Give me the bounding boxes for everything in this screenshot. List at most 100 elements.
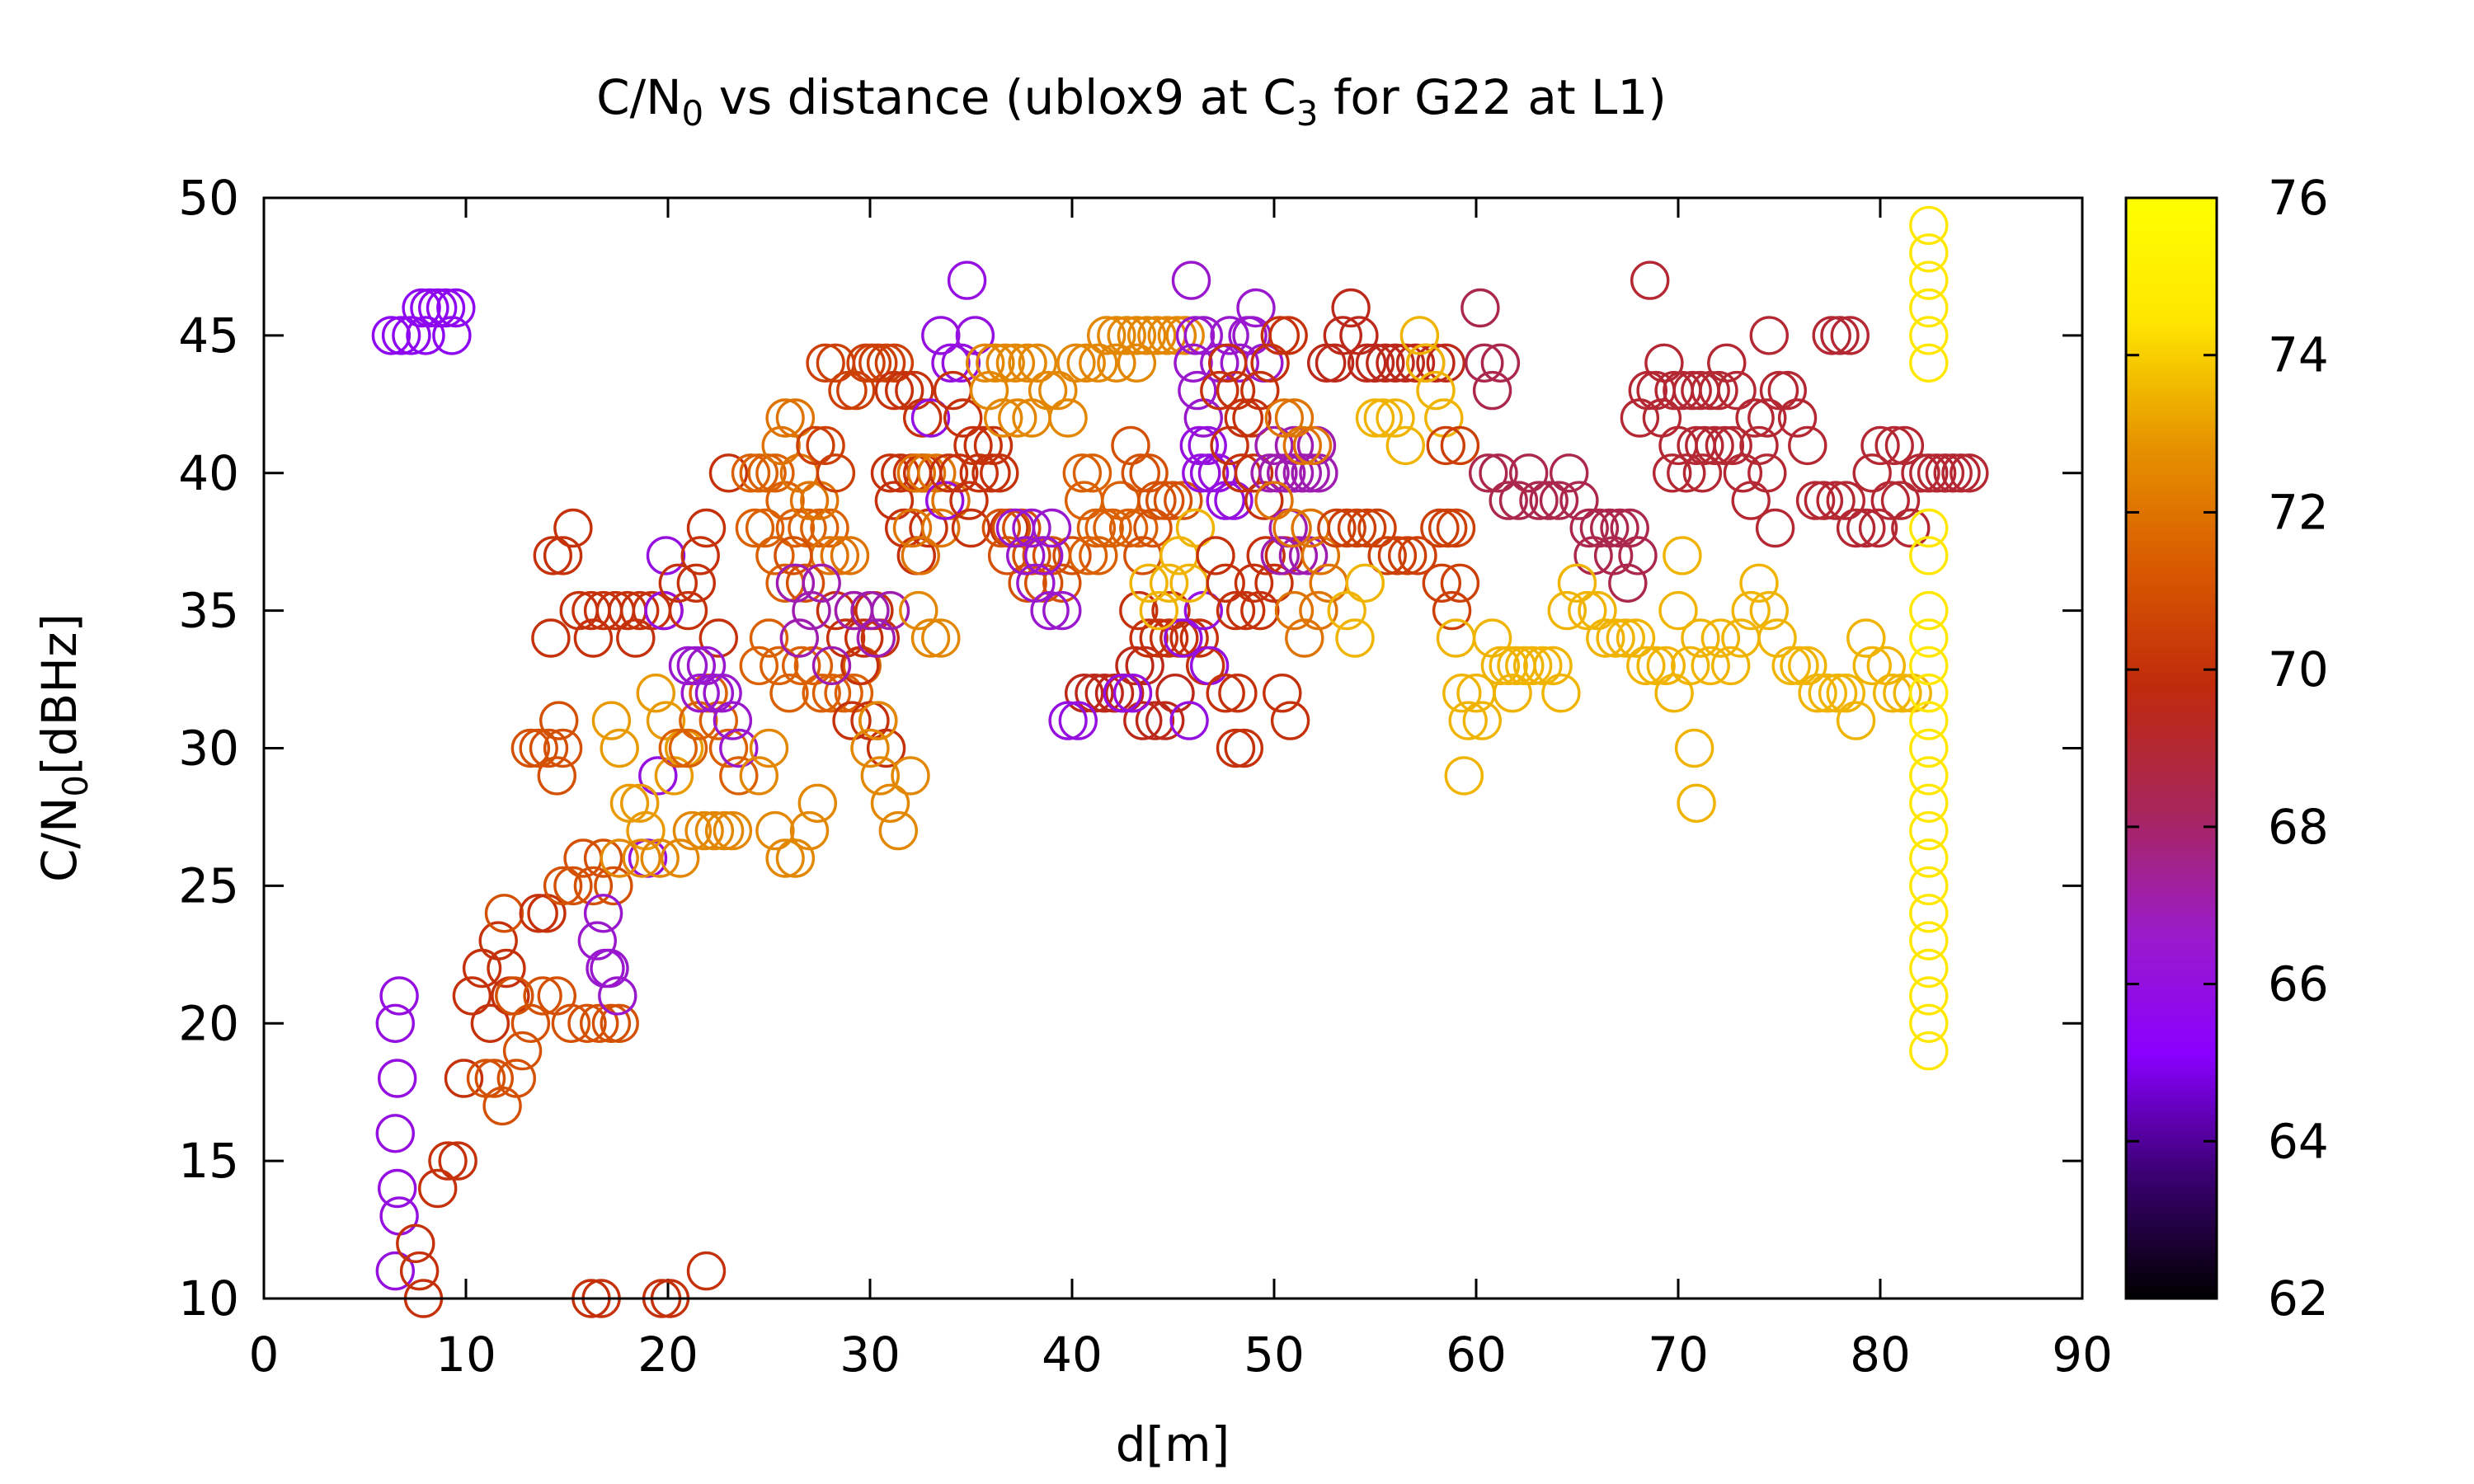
data-point xyxy=(1713,425,1752,466)
data-point xyxy=(510,1003,551,1044)
data-point xyxy=(828,370,868,411)
data-point xyxy=(1139,618,1179,658)
data-point xyxy=(1292,425,1333,466)
data-point xyxy=(616,618,656,658)
data-point xyxy=(428,1141,468,1181)
data-point xyxy=(878,810,919,851)
data-point xyxy=(844,618,884,658)
data-point xyxy=(1852,646,1892,686)
data-point xyxy=(371,316,412,355)
data-point xyxy=(1145,481,1185,520)
data-point xyxy=(1436,508,1476,548)
data-point xyxy=(1216,590,1256,631)
data-point xyxy=(810,508,849,548)
colorbar-tick-label: 72 xyxy=(2268,484,2329,540)
data-point xyxy=(998,398,1037,438)
data-point xyxy=(1398,536,1437,575)
data-point xyxy=(910,618,951,658)
data-point xyxy=(1169,701,1209,740)
data-point xyxy=(519,728,558,768)
data-point xyxy=(1274,425,1315,466)
data-point xyxy=(668,646,708,686)
data-point xyxy=(1909,756,1949,796)
data-point xyxy=(496,1059,536,1098)
colorbar-tick-label: 66 xyxy=(2268,956,2329,1012)
data-point xyxy=(1489,646,1528,686)
data-point xyxy=(1274,590,1315,631)
data-point xyxy=(1171,261,1211,300)
data-point xyxy=(1335,618,1375,658)
data-point xyxy=(739,646,778,686)
data-point xyxy=(775,563,816,603)
data-point xyxy=(680,536,720,575)
data-point xyxy=(1909,233,1949,273)
data-point xyxy=(1498,481,1539,520)
data-point xyxy=(1018,343,1058,383)
data-point xyxy=(402,288,441,328)
x-tick-label: 70 xyxy=(1648,1327,1709,1383)
data-point xyxy=(686,508,727,548)
data-point xyxy=(636,674,675,713)
data-point xyxy=(1139,590,1179,631)
data-point xyxy=(755,810,795,851)
data-point xyxy=(959,453,999,493)
data-point xyxy=(474,1059,514,1098)
data-point xyxy=(1367,536,1407,575)
data-point xyxy=(1117,343,1157,383)
data-point xyxy=(668,590,708,631)
data-point xyxy=(1663,536,1702,575)
data-point xyxy=(874,343,915,383)
data-point xyxy=(1196,536,1235,575)
data-point xyxy=(418,1168,458,1209)
data-point xyxy=(1068,536,1108,575)
data-point xyxy=(1836,508,1876,548)
data-point xyxy=(1145,701,1185,740)
data-point xyxy=(1533,646,1573,686)
data-point xyxy=(1795,481,1836,520)
data-point xyxy=(1149,563,1189,603)
data-point xyxy=(1376,398,1415,438)
data-point xyxy=(1596,618,1635,658)
data-point xyxy=(1909,1031,1949,1071)
data-point xyxy=(1268,316,1308,355)
data-point xyxy=(600,838,639,878)
data-point xyxy=(1084,674,1124,713)
data-point xyxy=(1652,453,1692,493)
data-point xyxy=(1224,728,1264,768)
y-tick-labels: 10 15 20 25 30 35 40 45 50 xyxy=(178,170,239,1327)
data-point xyxy=(1512,646,1553,686)
data-point xyxy=(1111,425,1150,466)
data-point xyxy=(866,728,906,768)
data-point xyxy=(583,894,623,933)
data-point xyxy=(1846,508,1886,548)
data-point xyxy=(452,976,492,1016)
data-point xyxy=(1112,674,1153,713)
colorbar-tick-label: 68 xyxy=(2268,799,2329,855)
data-point xyxy=(1206,563,1245,603)
data-point xyxy=(1260,316,1300,355)
data-point xyxy=(1220,343,1260,383)
data-point xyxy=(939,453,979,493)
data-point xyxy=(1260,536,1300,575)
data-point xyxy=(1250,453,1290,493)
data-point xyxy=(1739,563,1779,603)
data-point xyxy=(806,343,845,383)
data-point xyxy=(406,316,445,355)
data-point xyxy=(1126,316,1167,355)
x-axis-label: d[m] xyxy=(1116,1416,1230,1472)
data-point xyxy=(533,536,572,575)
data-point xyxy=(1327,508,1366,548)
data-point xyxy=(703,674,742,713)
colorbar xyxy=(2124,196,2218,1300)
data-point xyxy=(1798,674,1837,713)
data-point xyxy=(1541,674,1581,713)
data-point xyxy=(1707,343,1747,383)
data-point xyxy=(1681,618,1720,658)
data-point xyxy=(1771,646,1811,686)
data-point xyxy=(921,316,961,355)
data-point xyxy=(755,453,795,493)
data-point xyxy=(1285,618,1324,658)
data-point xyxy=(892,508,933,548)
data-point xyxy=(668,728,708,768)
x-tick-label: 20 xyxy=(637,1327,698,1383)
